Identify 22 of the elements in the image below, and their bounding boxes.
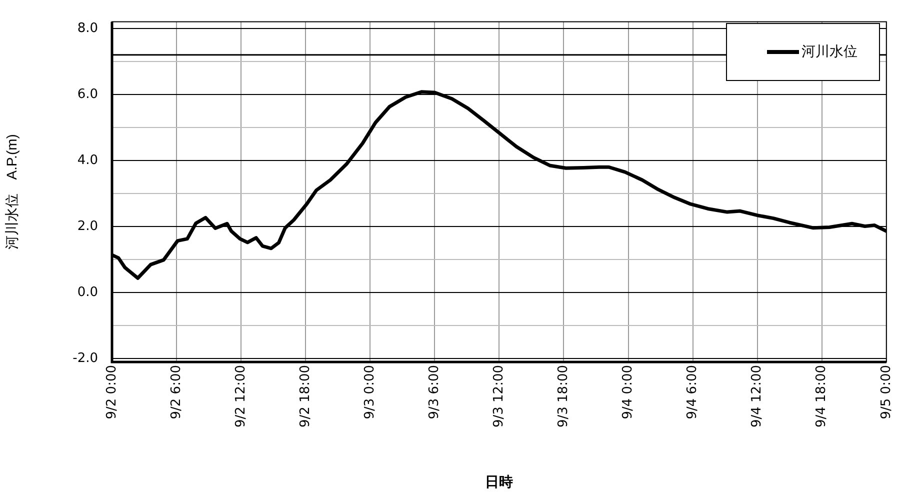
x-tick-label: 9/4 18:00: [814, 365, 830, 428]
x-tick-label: 9/4 12:00: [750, 365, 765, 428]
x-tick-label: 9/3 18:00: [556, 365, 572, 428]
y-tick-label: 8.0: [77, 20, 98, 36]
x-tick-label: 9/2 18:00: [298, 365, 313, 428]
x-tick-label: 9/4 0:00: [620, 365, 636, 420]
legend-label: 河川水位: [801, 42, 858, 61]
y-axis-title: 河川水位 A.P.(m): [3, 134, 20, 250]
x-tick-label: 9/2 12:00: [233, 365, 248, 428]
x-tick-label: 9/2 6:00: [168, 365, 184, 420]
x-tick-label: 9/2 0:00: [104, 365, 120, 420]
x-tick-label: 9/3 12:00: [492, 365, 507, 428]
y-tick-label: 6.0: [77, 86, 98, 102]
x-tick-label: 9/3 6:00: [427, 365, 442, 420]
x-tick-label: 9/3 0:00: [362, 365, 378, 420]
y-tick-label: 0.0: [77, 285, 98, 300]
y-tick-label: 4.0: [77, 152, 98, 168]
x-tick-label: 9/5 0:00: [878, 365, 894, 420]
y-tick-label: 2.0: [77, 218, 98, 234]
x-tick-label: 9/4 6:00: [685, 365, 700, 420]
x-axis-title: 日時: [485, 473, 514, 490]
y-tick-label: -2.0: [72, 351, 98, 366]
